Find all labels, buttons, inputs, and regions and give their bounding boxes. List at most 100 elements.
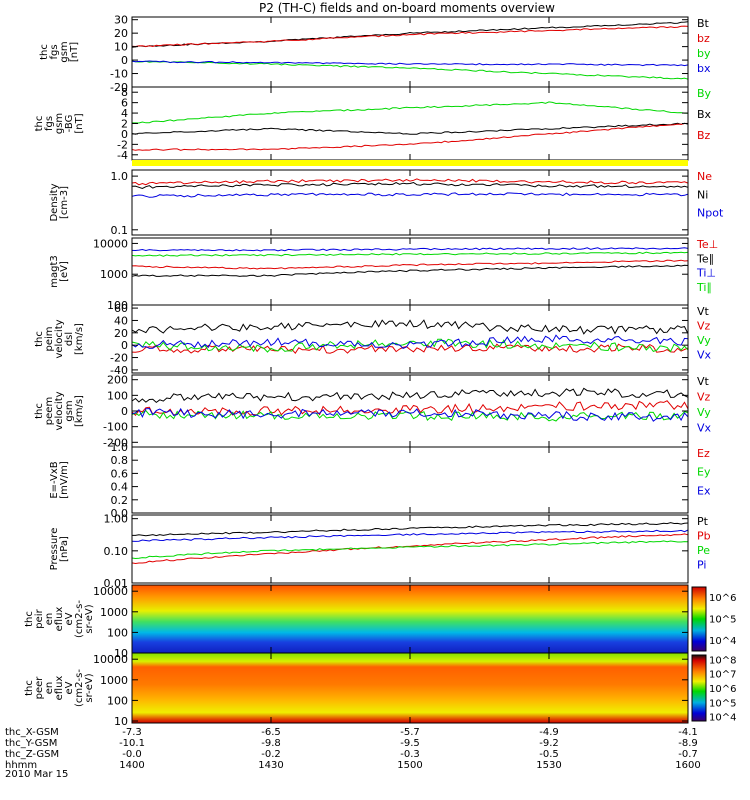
ylabel-line: magt3 xyxy=(49,255,60,288)
ylabel-line: gsm xyxy=(64,400,75,421)
axis-row-value: -0.5 xyxy=(539,749,559,760)
colorbar-peer-eflux xyxy=(691,654,707,722)
legend-temperature-3: Ti∥ xyxy=(696,281,712,294)
legend-density-2: Npot xyxy=(697,207,724,220)
colorbar-tick-label: 10^4 xyxy=(709,636,736,647)
ylabel-line: thc xyxy=(24,611,35,627)
panel-temperature: 10000 1000 100 magt3 [eV] Te⊥Te∥ Ti⊥Ti∥ xyxy=(49,237,718,312)
ylabel-line: peir xyxy=(34,608,45,628)
colorbar-tick-label: 10^5 xyxy=(709,615,736,626)
series-temperature-2 xyxy=(131,247,689,252)
axis-row-value: 1500 xyxy=(397,760,422,771)
ytick-label: 0.4 xyxy=(111,481,129,494)
legend-pressure-3: Pi xyxy=(697,559,706,572)
ylabel-line: E=-VxB xyxy=(49,461,60,498)
flag-bar xyxy=(132,160,688,166)
legend-peim-velocity-0: Vt xyxy=(697,305,710,318)
ytick-label: 1000 xyxy=(100,268,128,281)
ytick-label: 0.10 xyxy=(104,545,129,558)
legend-peem-velocity-1: Vz xyxy=(697,391,711,404)
ytick-label: 0.01 xyxy=(104,577,129,590)
legend-peem-velocity-2: Vy xyxy=(697,406,711,419)
colorbar-tick-label: 10^8 xyxy=(709,655,736,666)
ylabel-line: thc xyxy=(34,116,45,132)
ytick-label: 200 xyxy=(107,374,128,387)
ylabel-line: gsm xyxy=(59,41,70,62)
spectrogram-peer-eflux xyxy=(132,653,688,723)
ytick-label: 4 xyxy=(121,107,128,120)
series-peem-velocity-3 xyxy=(131,407,689,422)
panel-peir-eflux: 10^6 10^5 10^4 10000 1000 100 10 thc peir en eflux… xyxy=(24,584,736,660)
legend-peem-velocity-3: Vx xyxy=(697,422,712,435)
colorbar-tick-label: 10^5 xyxy=(709,698,736,709)
ytick-label: 0.2 xyxy=(111,494,129,507)
ytick-label: 0 xyxy=(121,54,128,67)
ylabel-line: peer xyxy=(34,676,45,700)
series-temperature-3 xyxy=(131,251,689,257)
ylabel-line: [eV] xyxy=(59,261,70,282)
ytick-label: 0.6 xyxy=(111,467,129,480)
legend-fgs-gsm-hp-1: Bx xyxy=(697,108,712,121)
legend-temperature-2: Ti⊥ xyxy=(696,267,716,280)
ytick-label: 1000 xyxy=(100,606,128,619)
series-peem-velocity-2 xyxy=(131,410,689,422)
series-fgs-gsm-hp-1 xyxy=(131,122,689,135)
colorbar-tick-label: 10^4 xyxy=(709,713,736,724)
ylabel-line: [nT] xyxy=(69,42,80,62)
ytick-label: -40 xyxy=(110,364,128,377)
ylabel-line: gsm xyxy=(54,113,65,134)
ylabel-line: velocity xyxy=(54,391,65,430)
series-fgs-gsm-2 xyxy=(131,60,689,80)
series-fgs-gsm-1 xyxy=(131,25,689,48)
ytick-label: 6 xyxy=(121,97,128,110)
series-peim-velocity-3 xyxy=(131,334,689,349)
axis-row-label: hhmm xyxy=(5,760,37,771)
ylabel-line: (cm2-s- xyxy=(74,600,85,638)
ytick-label: 100 xyxy=(107,389,128,402)
ytick-label: -200 xyxy=(103,436,128,449)
ytick-label: -2 xyxy=(117,138,128,151)
ytick-label: 10 xyxy=(114,715,128,728)
ylabel-line: dsl xyxy=(64,332,75,346)
ylabel-line: fgs xyxy=(49,44,60,59)
axis-row-value: -4.1 xyxy=(678,727,698,738)
ylabel-line: (cm2-s- xyxy=(74,669,85,707)
ylabel-line: Density xyxy=(49,183,60,221)
ylabel-line: thc xyxy=(24,680,35,696)
panel-peer-eflux: 10^8 10^7 10^6 10^5 10^4 10000 1000 100 10 thc pee… xyxy=(24,652,736,728)
axis-row-label: thc_Z-GSM xyxy=(5,749,59,760)
legend-density-1: Ni xyxy=(697,188,708,201)
axis-row-value: -9.8 xyxy=(261,738,281,749)
series-pressure-3 xyxy=(131,529,689,542)
ytick-label: 0 xyxy=(121,128,128,141)
ytick-label: 8 xyxy=(121,86,128,99)
frame-e-vxb xyxy=(131,446,689,514)
legend-temperature-0: Te⊥ xyxy=(696,238,718,251)
axis-row-value: -9.2 xyxy=(539,738,559,749)
panel-e-vxb: 1.00.80.60.40.20.0 E=-VxB [mV/m] Ez Ey Ex xyxy=(49,441,711,520)
colorbar-tick-label: 10^7 xyxy=(709,670,736,681)
series-peim-velocity-1 xyxy=(131,343,689,355)
ylabel-line: en xyxy=(44,613,55,626)
axis-row-value: -0.0 xyxy=(122,749,142,760)
axis-row-value: -5.7 xyxy=(400,727,420,738)
panel-density: 1.0 0.1 Density [cm-3] Ne Ni Npot xyxy=(49,169,724,237)
legend-density-0: Ne xyxy=(697,170,712,183)
ytick-label: 40 xyxy=(114,314,128,327)
ytick-label: -20 xyxy=(110,81,128,94)
legend-peim-velocity-1: Vz xyxy=(697,320,711,333)
ytick-label: -4 xyxy=(117,149,128,162)
legend-fgs-gsm-2: by xyxy=(697,47,711,60)
axis-row-value: -0.3 xyxy=(400,749,420,760)
colorbar-tick-label: 10^6 xyxy=(709,593,736,604)
axis-row-value: 1600 xyxy=(675,760,700,771)
ylabel-line: eV xyxy=(64,681,75,694)
series-peem-velocity-1 xyxy=(131,400,689,417)
ylabel-line: eV xyxy=(64,612,75,625)
ytick-label: 1000 xyxy=(100,674,128,687)
ytick-label: 0.1 xyxy=(111,224,129,237)
ytick-label: 60 xyxy=(114,302,128,315)
axis-row-value: -8.9 xyxy=(678,738,698,749)
